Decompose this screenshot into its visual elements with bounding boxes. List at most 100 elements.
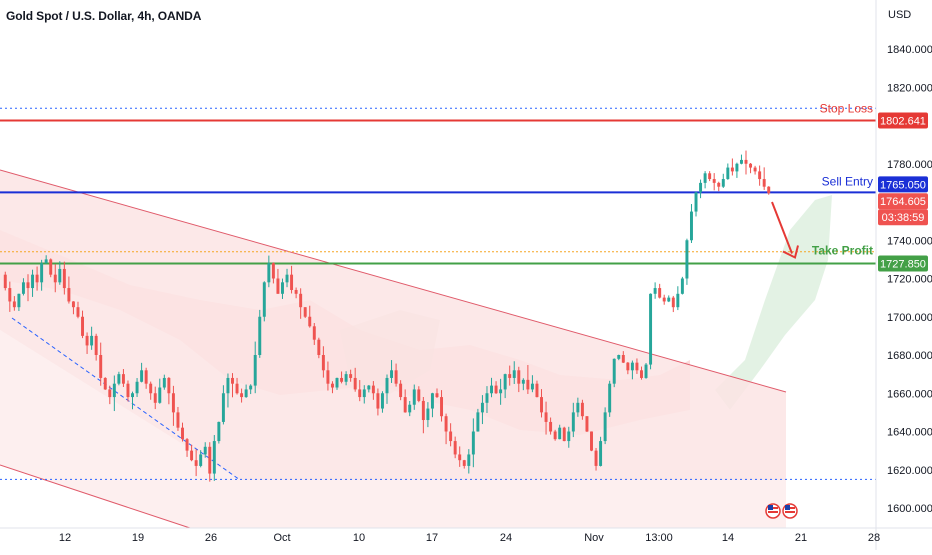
event-icon[interactable] bbox=[782, 503, 798, 519]
candle bbox=[17, 293, 21, 312]
candle-body bbox=[35, 274, 39, 283]
x-tick-label: 26 bbox=[205, 532, 217, 544]
candle-body bbox=[326, 370, 330, 384]
candle-body bbox=[403, 397, 407, 413]
candle bbox=[294, 287, 298, 299]
candle bbox=[181, 422, 184, 442]
y-tick-label: 1820.000 bbox=[887, 82, 932, 94]
candle-body bbox=[76, 307, 80, 317]
x-tick-label: 24 bbox=[500, 532, 512, 544]
candle-body bbox=[231, 377, 234, 384]
candle bbox=[580, 399, 584, 420]
candle-body bbox=[499, 389, 503, 394]
candle bbox=[94, 333, 98, 361]
candle-body bbox=[480, 402, 484, 413]
candle-body bbox=[680, 278, 684, 294]
candle bbox=[249, 384, 253, 395]
candle bbox=[658, 283, 662, 299]
flag-stripe bbox=[768, 511, 778, 513]
candle bbox=[453, 436, 457, 459]
candle-body bbox=[158, 387, 162, 403]
candle bbox=[471, 418, 475, 468]
candle-body bbox=[671, 297, 675, 308]
candle-body bbox=[312, 326, 316, 340]
candle bbox=[158, 378, 162, 404]
candle-body bbox=[126, 383, 130, 398]
candle bbox=[571, 402, 575, 438]
candle-body bbox=[294, 289, 298, 294]
current-price-tag-text: 1764.605 bbox=[880, 196, 926, 208]
candle bbox=[26, 274, 30, 302]
current-price-tag[interactable]: 1764.605 bbox=[878, 193, 928, 210]
candle-body bbox=[185, 439, 189, 451]
candle-body bbox=[394, 370, 398, 384]
candle bbox=[549, 417, 553, 435]
candle-body bbox=[31, 274, 35, 289]
countdown-tag-text: 03:38:59 bbox=[882, 212, 925, 224]
stop-loss-price-tag[interactable]: 1802.641 bbox=[878, 112, 928, 129]
countdown-tag[interactable]: 03:38:59 bbox=[878, 209, 928, 226]
candle-body bbox=[162, 377, 166, 388]
sell-entry-price-tag[interactable]: 1765.050 bbox=[878, 176, 928, 193]
candle-body bbox=[644, 364, 648, 378]
candle bbox=[376, 388, 380, 416]
candle-body bbox=[94, 335, 98, 355]
candle bbox=[90, 326, 94, 350]
candle-body bbox=[21, 282, 25, 294]
event-icon[interactable] bbox=[765, 503, 781, 519]
candle-body bbox=[353, 377, 357, 390]
stop-loss-label: Stop Loss bbox=[820, 101, 873, 115]
candle bbox=[412, 384, 416, 410]
candle bbox=[435, 388, 439, 398]
candle-body bbox=[767, 186, 771, 194]
candle-body bbox=[430, 393, 434, 409]
current-price-tag-bg bbox=[878, 193, 928, 210]
candle bbox=[462, 459, 466, 469]
candle-body bbox=[321, 355, 325, 371]
candle bbox=[585, 416, 589, 432]
candle-body bbox=[390, 370, 394, 378]
candle-body bbox=[571, 412, 575, 432]
candle bbox=[3, 271, 7, 291]
candle-body bbox=[199, 454, 203, 466]
take-profit-price-tag[interactable]: 1727.850 bbox=[878, 255, 928, 272]
x-tick-label: 12 bbox=[59, 532, 71, 544]
candle-body bbox=[81, 316, 85, 336]
candle bbox=[703, 171, 707, 189]
candle-body bbox=[512, 370, 516, 378]
forecast-arrow bbox=[771, 201, 793, 254]
candle-body bbox=[635, 362, 639, 371]
flag-canton bbox=[785, 505, 790, 510]
candle-body bbox=[521, 379, 525, 384]
candle bbox=[417, 386, 421, 403]
candle-body bbox=[549, 421, 553, 432]
candle-body bbox=[649, 293, 653, 365]
currency-label: USD bbox=[888, 9, 911, 21]
candle bbox=[76, 301, 80, 319]
take-profit-label: Take Profit bbox=[812, 243, 873, 257]
candle bbox=[330, 381, 334, 394]
candle bbox=[499, 378, 503, 405]
candle-body bbox=[299, 293, 303, 308]
candle bbox=[303, 307, 307, 319]
candle bbox=[344, 371, 348, 386]
candle-body bbox=[371, 385, 375, 394]
candle bbox=[753, 165, 757, 175]
candle bbox=[271, 262, 275, 284]
candle bbox=[362, 385, 366, 404]
candle-body bbox=[253, 355, 257, 386]
candle-body bbox=[308, 316, 312, 327]
candle bbox=[494, 381, 498, 394]
candle-body bbox=[212, 441, 216, 474]
candle bbox=[53, 264, 57, 293]
candle-body bbox=[71, 301, 75, 308]
candle bbox=[131, 391, 134, 410]
candle bbox=[194, 449, 198, 477]
candle bbox=[221, 385, 225, 425]
candle bbox=[640, 366, 643, 380]
candle bbox=[712, 173, 716, 191]
candle-body bbox=[340, 377, 344, 382]
candle bbox=[594, 447, 598, 471]
candle bbox=[490, 377, 493, 398]
